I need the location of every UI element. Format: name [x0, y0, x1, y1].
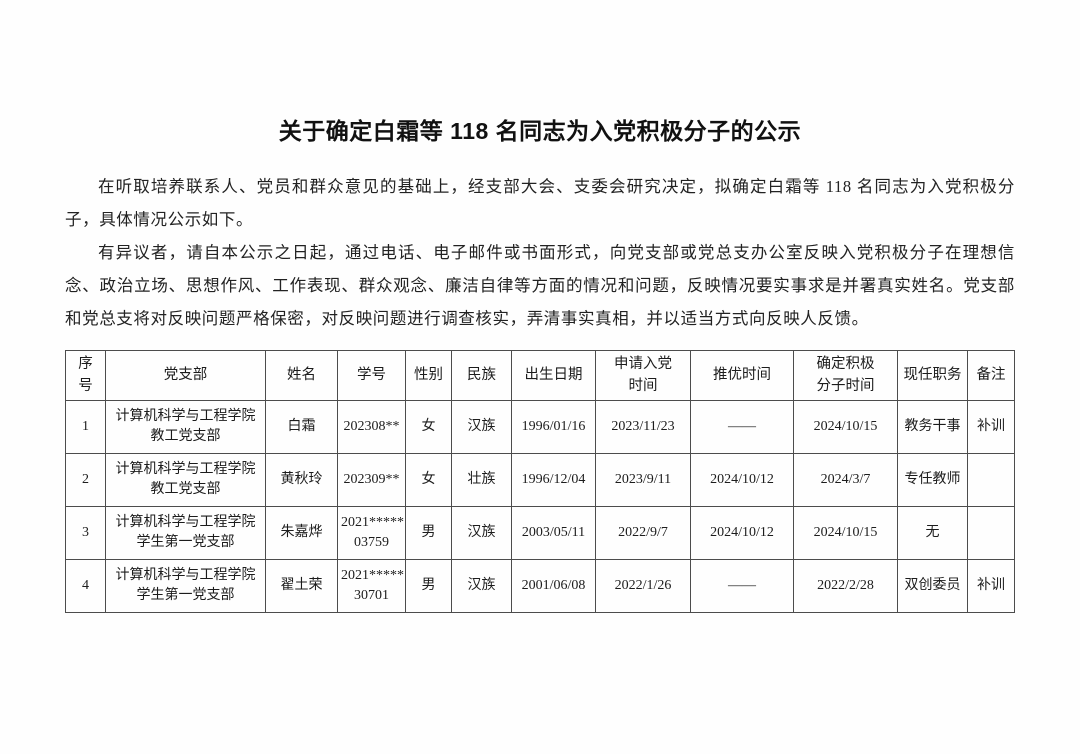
table-cell: 2023/9/11: [595, 453, 691, 507]
table-cell: 1: [65, 400, 106, 454]
table-header-cell: 党支部: [105, 350, 266, 401]
table-cell: 汉族: [451, 400, 512, 454]
table-cell: 朱嘉烨: [265, 506, 338, 560]
table-cell: 2021***** 03759: [337, 506, 406, 560]
table-cell: 汉族: [451, 559, 512, 613]
table-cell: 汉族: [451, 506, 512, 560]
table-cell: 白霜: [265, 400, 338, 454]
table-cell: 双创委员: [897, 559, 968, 613]
table-cell: 2022/1/26: [595, 559, 691, 613]
table-cell: 壮族: [451, 453, 512, 507]
table-cell: 计算机科学与工程学院 教工党支部: [105, 400, 266, 454]
table-header: 序 号党支部 姓名 学号 性别 民族 出生日期 申请入党 时间 推优时间 确定积极 分子时间 现任…: [65, 350, 1015, 401]
table-cell: ——: [690, 559, 794, 613]
table-cell: 2024/10/15: [793, 506, 898, 560]
table-cell: 2024/10/15: [793, 400, 898, 454]
table-cell: 补训: [967, 400, 1015, 454]
table-cell: 专任教师: [897, 453, 968, 507]
table-header-cell: 确定积极 分子时间: [793, 350, 898, 401]
table-header-cell: 姓名: [265, 350, 338, 401]
table-cell: [967, 506, 1015, 560]
table-cell: 2: [65, 453, 106, 507]
table-cell: 202308**: [337, 400, 406, 454]
table-cell: [967, 453, 1015, 507]
table-header-cell: 序 号: [65, 350, 106, 401]
table-cell: 2023/11/23: [595, 400, 691, 454]
table-header-cell: 民族: [451, 350, 512, 401]
table-cell: 4: [65, 559, 106, 613]
table-row: 3 计算机科学与工程学院 学生第一党支部 朱嘉烨 2021***** 03759 男汉族…: [65, 506, 1015, 560]
table-cell: 2022/9/7: [595, 506, 691, 560]
table-cell: 翟土荣: [265, 559, 338, 613]
table-cell: 男: [405, 506, 452, 560]
table-body: 1 计算机科学与工程学院 教工党支部 白霜 202308** 女汉族 1996/01/16…: [65, 400, 1015, 613]
table-row: 1 计算机科学与工程学院 教工党支部 白霜 202308** 女汉族 1996/01/16…: [65, 400, 1015, 454]
table-row: 2 计算机科学与工程学院 教工党支部 黄秋玲 202309** 女壮族 1996/12/0…: [65, 453, 1015, 507]
table-cell: 2024/10/12: [690, 453, 794, 507]
table-cell: 男: [405, 559, 452, 613]
table-header-cell: 出生日期: [511, 350, 596, 401]
candidates-table: 序 号党支部 姓名 学号 性别 民族 出生日期 申请入党 时间 推优时间 确定积极 分子时间 现任…: [65, 350, 1015, 613]
table-cell: 1996/01/16: [511, 400, 596, 454]
table-cell: 2003/05/11: [511, 506, 596, 560]
table-cell: 教务干事: [897, 400, 968, 454]
table-cell: 计算机科学与工程学院 学生第一党支部: [105, 559, 266, 613]
table-cell: 女: [405, 400, 452, 454]
table-cell: 2024/10/12: [690, 506, 794, 560]
table-cell: 计算机科学与工程学院 教工党支部: [105, 453, 266, 507]
page-title: 关于确定白霜等 118 名同志为入党积极分子的公示: [278, 118, 802, 144]
table-cell: 2001/06/08: [511, 559, 596, 613]
table-cell: 202309**: [337, 453, 406, 507]
table-header-cell: 申请入党 时间: [595, 350, 691, 401]
table-cell: 补训: [967, 559, 1015, 613]
table-cell: 计算机科学与工程学院 学生第一党支部: [105, 506, 266, 560]
table-header-cell: 性别: [405, 350, 452, 401]
table-cell: ——: [690, 400, 794, 454]
paragraph-objection: 有异议者，请自本公示之日起，通过电话、电子邮件或书面形式，向党支部或党总支办公室…: [65, 243, 1015, 328]
table-cell: 无: [897, 506, 968, 560]
table-cell: 黄秋玲: [265, 453, 338, 507]
table-header-cell: 推优时间: [690, 350, 794, 401]
table-cell: 3: [65, 506, 106, 560]
table-cell: 2024/3/7: [793, 453, 898, 507]
notice-body: 在听取培养联系人、党员和群众意见的基础上，经支部大会、支委会研究决定，拟确定白霜…: [65, 170, 1015, 335]
table-cell: 2022/2/28: [793, 559, 898, 613]
paragraph-intro: 在听取培养联系人、党员和群众意见的基础上，经支部大会、支委会研究决定，拟确定白霜…: [65, 177, 1015, 229]
table-header-cell: 现任职务: [897, 350, 968, 401]
table-header-cell: 学号: [337, 350, 406, 401]
table-cell: 1996/12/04: [511, 453, 596, 507]
table-header-row: 序 号党支部 姓名 学号 性别 民族 出生日期 申请入党 时间 推优时间 确定积极 分子时间 现任…: [65, 350, 1015, 401]
table-cell: 女: [405, 453, 452, 507]
table-cell: 2021***** 30701: [337, 559, 406, 613]
table-row: 4 计算机科学与工程学院 学生第一党支部 翟土荣 2021***** 30701 男汉族…: [65, 559, 1015, 613]
table-header-cell: 备注: [967, 350, 1015, 401]
